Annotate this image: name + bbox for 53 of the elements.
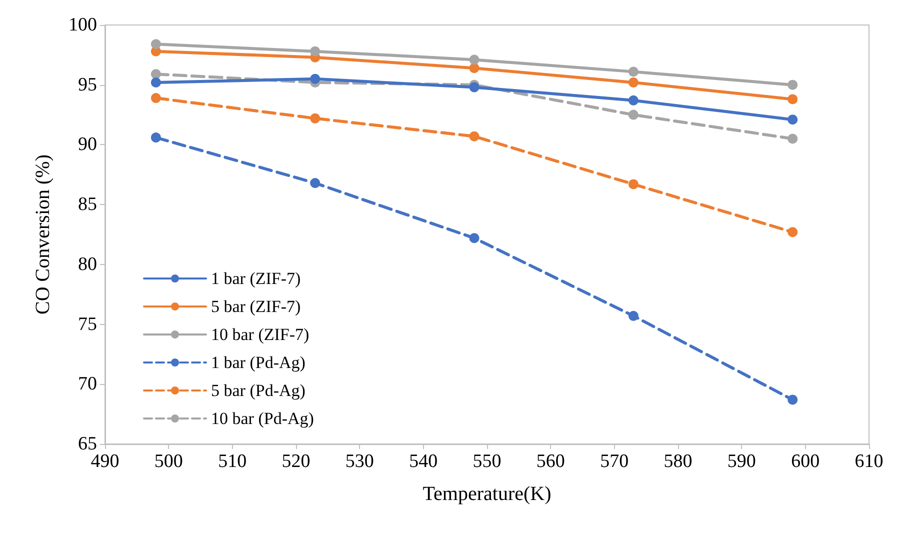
- legend-label: 5 bar (Pd-Ag): [211, 381, 306, 400]
- point: [628, 66, 638, 77]
- legend-label: 5 bar (ZIF-7): [211, 297, 301, 316]
- legend-label: 10 bar (ZIF-7): [211, 325, 310, 344]
- point: [310, 178, 320, 188]
- point: [469, 82, 480, 92]
- point: [469, 233, 480, 244]
- y-tick-label: 95: [78, 74, 97, 96]
- y-tick-label: 80: [78, 254, 97, 275]
- x-tick-label: 510: [218, 451, 247, 472]
- point: [469, 131, 480, 142]
- point: [150, 132, 161, 143]
- point: [628, 95, 638, 106]
- point: [469, 54, 480, 65]
- x-tick-label: 590: [727, 451, 756, 472]
- point: [310, 74, 320, 84]
- point: [310, 113, 320, 124]
- y-tick-label: 90: [78, 134, 97, 156]
- point: [150, 77, 161, 88]
- x-tick-label: 580: [664, 451, 692, 472]
- point: [628, 310, 638, 321]
- x-tick-label: 520: [282, 451, 310, 472]
- point: [628, 110, 638, 120]
- x-tick-label: 600: [791, 451, 820, 472]
- point: [469, 63, 480, 74]
- y-tick-label: 85: [78, 194, 97, 216]
- x-tick-label: 500: [154, 451, 183, 472]
- point: [788, 227, 798, 238]
- y-tick-label: 75: [78, 314, 97, 335]
- x-tick-label: 610: [854, 451, 884, 472]
- x-tick-label: 550: [472, 451, 502, 472]
- point: [628, 179, 638, 190]
- legend-label: 1 bar (Pd-Ag): [211, 353, 306, 372]
- x-tick-label: 530: [345, 451, 374, 472]
- y-tick-label: 70: [78, 374, 97, 395]
- point: [788, 114, 798, 125]
- legend-label: 1 bar (ZIF-7): [211, 269, 301, 288]
- point: [150, 39, 161, 50]
- y-tick-label: 100: [68, 14, 97, 36]
- point: [788, 394, 798, 405]
- x-tick-label: 560: [536, 451, 565, 472]
- point: [150, 69, 161, 80]
- x-axis-title: Temperature(K): [422, 483, 552, 505]
- x-tick-label: 540: [409, 451, 438, 472]
- point: [788, 94, 798, 104]
- point: [788, 80, 798, 90]
- point: [788, 134, 798, 144]
- legend-label: 10 bar (Pd-Ag): [211, 409, 314, 428]
- x-tick-label: 570: [600, 451, 629, 472]
- point: [310, 46, 320, 56]
- point: [150, 93, 161, 104]
- point: [628, 77, 638, 88]
- y-axis-title: CO Conversion (%): [32, 154, 54, 314]
